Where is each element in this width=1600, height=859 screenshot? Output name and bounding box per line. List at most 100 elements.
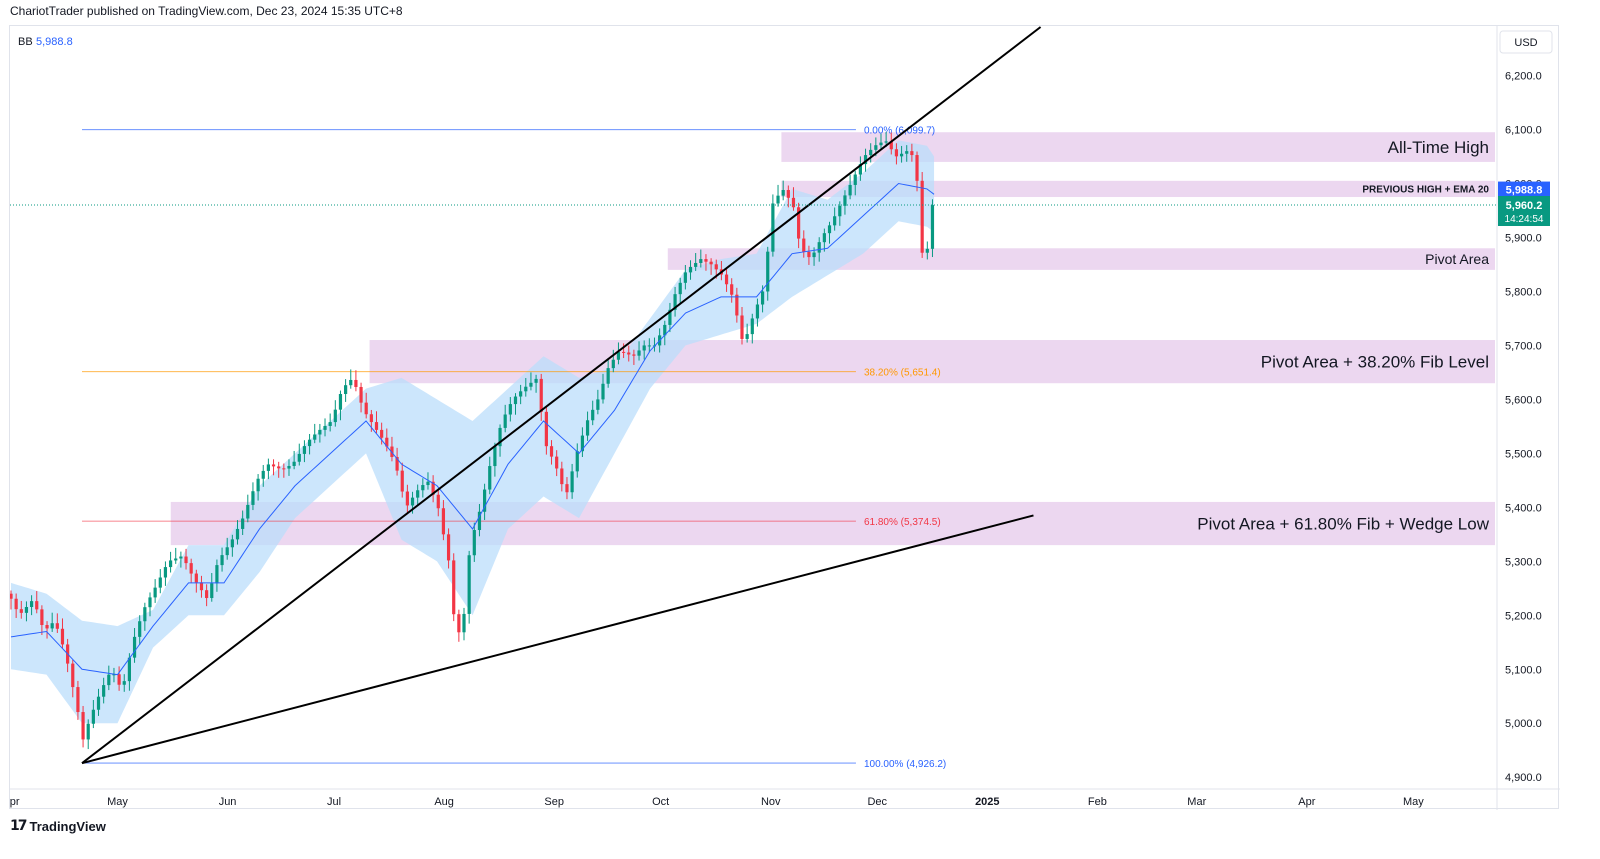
- candle-body: [585, 420, 590, 436]
- candle-body: [446, 534, 451, 561]
- candle-body: [426, 481, 430, 486]
- zone-label-4: Pivot Area + 61.80% Fib + Wedge Low: [1197, 515, 1489, 534]
- candle-body: [534, 378, 538, 383]
- fib-label-2: 61.80% (5,374.5): [864, 517, 941, 528]
- candle-body: [621, 351, 626, 353]
- candle-body: [575, 451, 579, 472]
- candle-body: [14, 598, 18, 610]
- candle-body: [838, 205, 842, 217]
- fib-label-0: 0.00% (6,099.7): [864, 126, 935, 137]
- fib-label-1: 38.20% (5,651.4): [864, 368, 941, 379]
- published-header: ChariotTrader published on TradingView.c…: [10, 4, 403, 18]
- candle-body: [184, 556, 188, 564]
- candle-body: [724, 274, 729, 285]
- candle-body: [205, 590, 209, 599]
- candle-body: [673, 294, 677, 310]
- candle-body: [241, 518, 245, 529]
- candle-body: [354, 379, 358, 387]
- candle-body: [905, 151, 909, 154]
- candle-body: [539, 378, 543, 412]
- candle-body: [380, 429, 384, 438]
- x-tick-label: Sep: [544, 796, 564, 808]
- candle-body: [24, 606, 29, 613]
- candle-body: [833, 216, 837, 226]
- candle-body: [10, 593, 13, 599]
- candle-body: [915, 155, 919, 181]
- candle-body: [369, 414, 373, 423]
- candle-body: [714, 264, 718, 270]
- wedge-trendline-1[interactable]: [81, 514, 1034, 765]
- tradingview-logo-icon: 17: [10, 818, 28, 834]
- last-price-tag-label: 5,960.2: [1506, 200, 1543, 212]
- last-price-tag: [1498, 195, 1550, 226]
- candle-body: [560, 468, 564, 485]
- candle-body: [328, 422, 332, 426]
- candle-body: [256, 478, 260, 492]
- y-tick-label: 5,400.0: [1505, 502, 1542, 514]
- chart-pane[interactable]: 0.00% (6,099.7) 38.20% (5,651.4) 61.80% (5…: [9, 25, 1560, 810]
- candle-body: [709, 261, 713, 265]
- candle-body: [781, 189, 785, 196]
- y-tick-label: 5,500.0: [1505, 448, 1542, 460]
- bollinger-band-fill: [11, 140, 935, 724]
- y-tick-label: 5,700.0: [1505, 340, 1542, 352]
- candle-body: [462, 613, 466, 633]
- candle-body: [858, 164, 862, 175]
- tradingview-logo[interactable]: 17 TradingView: [10, 818, 106, 834]
- candle-body: [282, 468, 286, 470]
- candle-body: [132, 636, 137, 658]
- candle-body: [215, 565, 219, 584]
- candle-body: [71, 663, 75, 688]
- candle-body: [791, 197, 796, 208]
- candle-body: [297, 453, 301, 462]
- candle-body: [261, 470, 265, 479]
- candle-body: [925, 248, 929, 253]
- candle-body: [637, 350, 641, 356]
- candle-body: [323, 425, 327, 430]
- candle-body: [632, 354, 636, 356]
- candle-body: [930, 205, 935, 249]
- candle-body: [96, 696, 101, 710]
- candle-body: [318, 429, 322, 435]
- x-tick-label: Aug: [434, 796, 454, 808]
- candle-body: [287, 465, 291, 469]
- candle-body: [86, 723, 90, 740]
- candle-body: [122, 681, 126, 685]
- candle-body: [565, 484, 569, 493]
- candle-body: [436, 494, 440, 509]
- candle-body: [704, 259, 708, 262]
- candle-body: [498, 427, 502, 447]
- candle-body: [694, 262, 698, 267]
- candle-body: [730, 284, 734, 295]
- x-tick-label: Dec: [867, 796, 887, 808]
- candle-body: [910, 151, 914, 156]
- candle-body: [601, 383, 605, 400]
- candle-body: [235, 528, 240, 540]
- candle-body: [472, 530, 476, 556]
- x-tick-label: Mar: [1187, 796, 1206, 808]
- candle-body: [19, 609, 23, 613]
- candle-body: [827, 225, 832, 234]
- x-tick-label: Oct: [652, 796, 669, 808]
- candle-body: [627, 352, 631, 355]
- zone-label-1: PREVIOUS HIGH + EMA 20: [1362, 185, 1489, 196]
- x-tick-label: May: [107, 796, 128, 808]
- candle-body: [797, 207, 801, 239]
- wedge-trendline-0[interactable]: [81, 26, 1042, 764]
- candle-body: [745, 334, 749, 339]
- candle-body: [81, 712, 85, 740]
- candle-body: [580, 435, 585, 452]
- candle-body: [555, 456, 559, 469]
- candle-body: [313, 434, 317, 440]
- currency-button[interactable]: [1499, 30, 1553, 54]
- price-chart-svg[interactable]: 0.00% (6,099.7) 38.20% (5,651.4) 61.80% (5…: [10, 26, 1560, 810]
- candle-body: [853, 174, 857, 185]
- candle-body: [29, 601, 34, 607]
- candle-body: [452, 560, 456, 615]
- candle-body: [271, 464, 276, 467]
- candle-body: [817, 242, 821, 253]
- candle-body: [441, 508, 446, 535]
- candle-body: [179, 556, 183, 559]
- candle-body: [189, 563, 193, 574]
- candle-body: [524, 386, 528, 392]
